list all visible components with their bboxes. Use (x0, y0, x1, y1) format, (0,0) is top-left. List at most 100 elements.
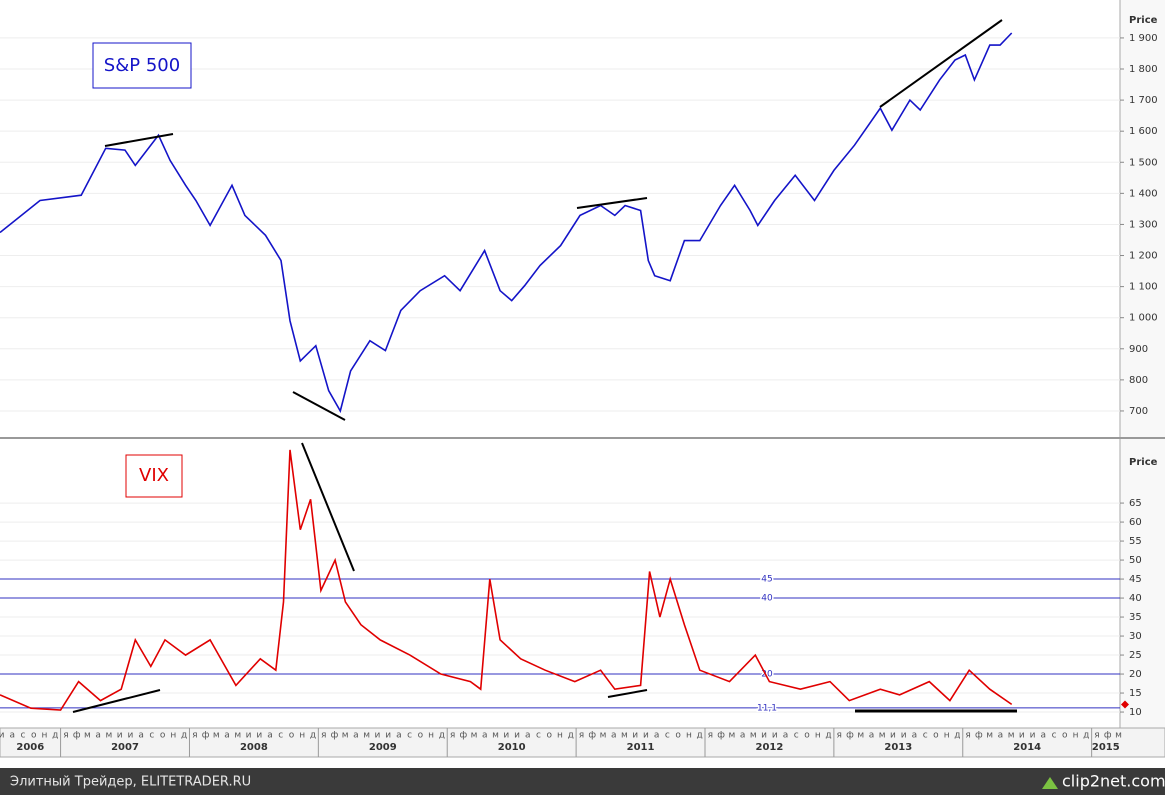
month-label: я (321, 731, 326, 741)
axis-label: Price (1129, 457, 1158, 468)
month-label: я (450, 731, 455, 741)
month-label: м (986, 731, 993, 741)
month-label: м (857, 731, 864, 741)
y-tick-label: 1 500 (1129, 157, 1158, 168)
line (0, 449, 1013, 711)
month-label: а (869, 731, 875, 741)
title-box (125, 454, 183, 498)
month-label: м (363, 731, 370, 741)
month-label: с (923, 731, 928, 741)
month-label: я (192, 731, 197, 741)
month-label: а (267, 731, 273, 741)
y-tick-label: 1 400 (1129, 188, 1158, 199)
x-tick-label: 2010 (498, 742, 526, 753)
x-tick-label: 2009 (369, 742, 397, 753)
month-label: и (761, 731, 767, 741)
y-tick-label: 55 (1129, 536, 1142, 547)
month-label: м (1008, 731, 1015, 741)
trend-lines (72, 19, 1017, 713)
y-tick-label: 1 100 (1129, 282, 1158, 293)
month-label: ф (459, 731, 467, 741)
trend-line (301, 442, 355, 572)
month-label: м (106, 731, 113, 741)
y-tick-label: 65 (1129, 498, 1142, 509)
trend-line (72, 689, 161, 713)
y-tick-label: 700 (1129, 406, 1148, 417)
y-tick-label: 35 (1129, 612, 1142, 623)
month-label: д (1083, 731, 1089, 741)
month-label: н (428, 731, 434, 741)
month-label: и (503, 731, 509, 741)
month-label: а (654, 731, 660, 741)
month-label: д (697, 731, 703, 741)
y-tick-label: 60 (1129, 517, 1142, 528)
month-label: н (170, 731, 176, 741)
month-label: а (224, 731, 230, 741)
y-tick-label: 45 (1129, 574, 1142, 585)
month-label: о (418, 731, 424, 741)
y-tick-label: 800 (1129, 375, 1148, 386)
month-label: о (1062, 731, 1068, 741)
month-label: а (353, 731, 359, 741)
month-label: м (1115, 731, 1122, 741)
footer-bar (0, 768, 1165, 795)
level-label: 11,1 (757, 703, 777, 713)
month-label: м (342, 731, 349, 741)
month-label: н (42, 731, 48, 741)
x-tick-label: 2006 (16, 742, 44, 753)
x-tick-label: 2008 (240, 742, 268, 753)
x-tick-label: 2011 (627, 742, 655, 753)
month-label: н (557, 731, 563, 741)
month-label: ф (331, 731, 339, 741)
month-label: а (740, 731, 746, 741)
x-tick-label: 2012 (756, 742, 784, 753)
month-label: ф (717, 731, 725, 741)
month-label: ф (202, 731, 210, 741)
level-label: 45 (761, 575, 772, 585)
month-label: о (31, 731, 37, 741)
footer-logo: clip2net.com (1062, 772, 1165, 791)
month-label: а (9, 731, 15, 741)
month-label: с (1052, 731, 1057, 741)
month-label: ф (1104, 731, 1112, 741)
level-label: 40 (761, 594, 773, 604)
month-label: м (84, 731, 91, 741)
month-label: м (471, 731, 478, 741)
y-tick-label: 15 (1129, 688, 1142, 699)
x-tick-label: 2007 (111, 742, 139, 753)
last-value-marker (1121, 700, 1129, 709)
month-label: а (138, 731, 144, 741)
month-label: о (675, 731, 681, 741)
month-label: и (632, 731, 638, 741)
month-label: м (621, 731, 628, 741)
trend-line (576, 197, 648, 209)
month-label: м (600, 731, 607, 741)
month-label: я (1094, 731, 1099, 741)
month-label: с (665, 731, 670, 741)
month-label: с (794, 731, 799, 741)
y-tick-label: 1 700 (1129, 95, 1158, 106)
month-label: а (998, 731, 1004, 741)
y-tick-label: 40 (1129, 593, 1142, 604)
month-label: и (890, 731, 896, 741)
month-label: и (385, 731, 391, 741)
month-label: с (278, 731, 283, 741)
month-label: и (256, 731, 262, 741)
month-label: м (234, 731, 241, 741)
trend-line (879, 19, 1003, 108)
month-label: д (825, 731, 831, 741)
y-tick-label: 1 300 (1129, 219, 1158, 230)
month-label: н (944, 731, 950, 741)
month-label: м (213, 731, 220, 741)
month-label: и (772, 731, 778, 741)
y-tick-label: 1 200 (1129, 251, 1158, 262)
month-label: о (160, 731, 166, 741)
footer-text: Элитный Трейдер, ELITETRADER.RU (10, 775, 251, 790)
y-tick-label: 10 (1129, 707, 1142, 718)
month-label: н (299, 731, 305, 741)
month-label: д (181, 731, 187, 741)
month-label: и (374, 731, 380, 741)
month-label: ф (975, 731, 983, 741)
